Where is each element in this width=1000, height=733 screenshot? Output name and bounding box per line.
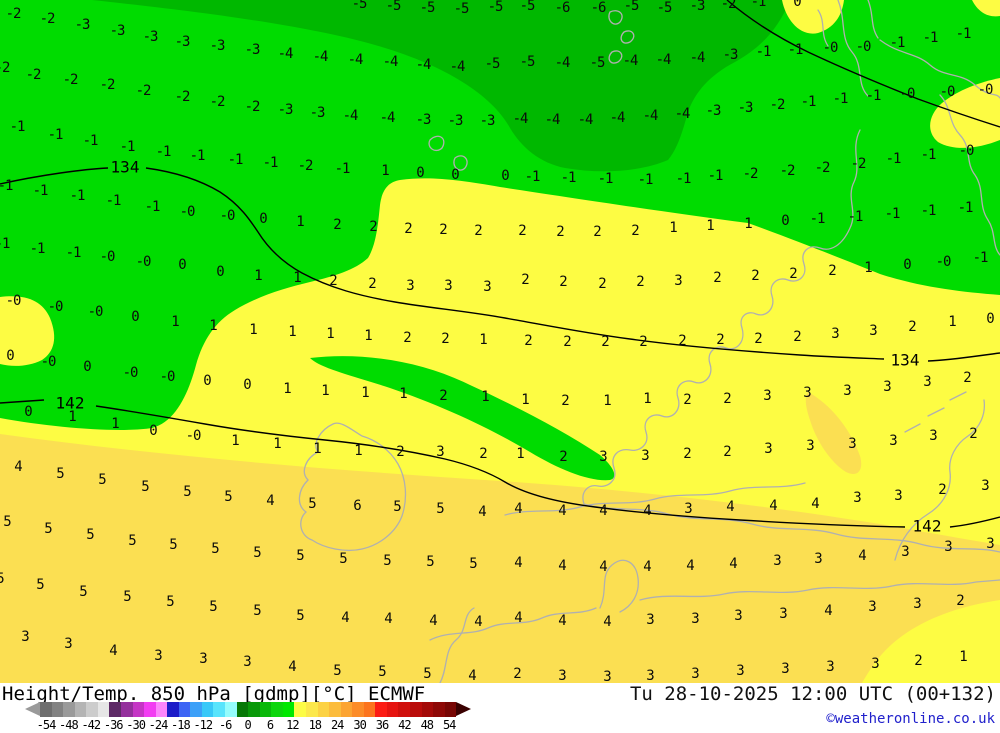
- copyright-watermark: ©weatheronline.co.uk: [826, 711, 995, 727]
- colorbar-cell: [144, 702, 156, 717]
- colorbar-cell: [329, 702, 341, 717]
- coastline-netherlands: [894, 391, 986, 561]
- colorbar-tick-label: 18: [308, 718, 322, 732]
- coastline-france-north: [429, 559, 1000, 641]
- colorbar-cell: [271, 702, 283, 717]
- colorbar-cell: [410, 702, 422, 717]
- yellow-wedge-left: [0, 296, 55, 366]
- colorbar-cell: [236, 702, 249, 717]
- colorbar-cell: [40, 702, 52, 717]
- colorbar-cell: [375, 702, 387, 717]
- colorbar-cell: [190, 702, 202, 717]
- colorbar-cell: [317, 702, 330, 717]
- coastline-group: [298, 0, 1000, 683]
- colorbar-cell: [248, 702, 260, 717]
- colorbar-tick-label: -42: [81, 718, 101, 732]
- colorbar-tick-label: -36: [103, 718, 124, 732]
- yellow-patch-topright-3: [972, 0, 1000, 17]
- amber-region-bottom: [0, 434, 1000, 683]
- valid-time-label: Tu 28-10-2025 12:00 UTC (00+132): [629, 683, 996, 705]
- colorbar-cell: [132, 702, 145, 717]
- colorbar-cell: [120, 702, 133, 717]
- colorbar-tick-label: 24: [330, 718, 344, 732]
- yellow-patch-topright-2: [930, 78, 1000, 148]
- contour-height-label: 142: [56, 394, 85, 413]
- colorbar-cell: [352, 702, 364, 717]
- colorbar-cell: [363, 702, 376, 717]
- colorbar-cell: [213, 702, 225, 717]
- weather-map: 134 134 142 142 -5 -5 -5 -5 -5 -5 -6 -6 -5 -5 -3 -2 -1 0…: [0, 0, 1000, 683]
- colorbar-cell: [178, 702, 191, 717]
- colorbar-tick-label: 54: [442, 718, 456, 732]
- amber-patch-right: [805, 392, 862, 475]
- colorbar-cell: [97, 702, 110, 717]
- colorbar-cell: [433, 702, 445, 717]
- colorbar-tick-label: 6: [266, 718, 274, 732]
- colorbar-tick-label: 36: [375, 718, 389, 732]
- coastline-scotland: [817, 0, 1000, 256]
- colorbar-cell: [444, 702, 457, 717]
- colorbar-left-arrow-icon: [25, 702, 40, 716]
- coastline-britain-west: [582, 129, 861, 505]
- contour-northeast-line: [726, 0, 1000, 128]
- colorbar-tick-label: -12: [193, 718, 213, 732]
- map-canvas: 134 134 142 142: [0, 0, 1000, 683]
- coastline-hebrides: [428, 135, 468, 171]
- legend-bar: Height/Temp. 850 hPa [gdmp][°C] ECMWF Tu…: [0, 683, 1000, 733]
- colorbar-cell: [51, 702, 64, 717]
- colorbar-cell: [294, 702, 306, 717]
- contour-134-line: [0, 167, 1000, 362]
- contour-height-label: 134: [891, 351, 920, 370]
- map-title: Height/Temp. 850 hPa [gdmp][°C] ECMWF: [2, 683, 426, 705]
- colorbar-tick-label: -54: [36, 718, 57, 732]
- colorbar-cell: [225, 702, 237, 717]
- dark-green-region: [92, 0, 790, 172]
- colorbar-tick-label: 48: [420, 718, 434, 732]
- colorbar: [40, 702, 457, 717]
- coastline-brittany: [439, 607, 475, 683]
- yellow-patch-topright-1: [782, 0, 844, 34]
- coastline-ireland: [298, 422, 407, 552]
- colorbar-cell: [386, 702, 399, 717]
- colorbar-cell: [109, 702, 121, 717]
- green-tongue-center: [310, 356, 615, 481]
- colorbar-tick-label: -6: [218, 718, 232, 732]
- contour-labels-group: 134 134 142 142: [56, 158, 942, 536]
- colorbar-right-arrow-icon: [456, 702, 471, 716]
- contour-142-line: [0, 399, 1000, 528]
- colorbar-cell: [86, 702, 98, 717]
- colorbar-cell: [421, 702, 434, 717]
- colorbar-cell: [201, 702, 214, 717]
- colorbar-tick-label: 30: [353, 718, 366, 732]
- colorbar-cell: [74, 702, 87, 717]
- colorbar-cell: [259, 702, 272, 717]
- coastline-england-south: [504, 482, 1000, 553]
- colorbar-tick-label: -48: [59, 718, 79, 732]
- colorbar-tick-label: -24: [148, 718, 169, 732]
- colorbar-cell: [63, 702, 75, 717]
- colorbar-tick-label: 12: [286, 718, 299, 732]
- colorbar-cell: [282, 702, 295, 717]
- colorbar-cell: [340, 702, 353, 717]
- contour-group: 134 134 142 142: [0, 0, 1000, 536]
- colorbar-cell: [155, 702, 168, 717]
- contour-height-label: 142: [913, 517, 942, 536]
- colorbar-cell: [305, 702, 318, 717]
- colorbar-tick-label: -18: [171, 718, 191, 732]
- colorbar-cell: [398, 702, 410, 717]
- colorbar-cell: [167, 702, 179, 717]
- coastline-faroe-islands: [608, 10, 635, 64]
- colorbar-tick-label: 0: [244, 718, 251, 732]
- contour-height-label: 134: [111, 158, 140, 177]
- colorbar-tick-label: 42: [398, 718, 411, 732]
- colorbar-tick-label: -30: [126, 718, 146, 732]
